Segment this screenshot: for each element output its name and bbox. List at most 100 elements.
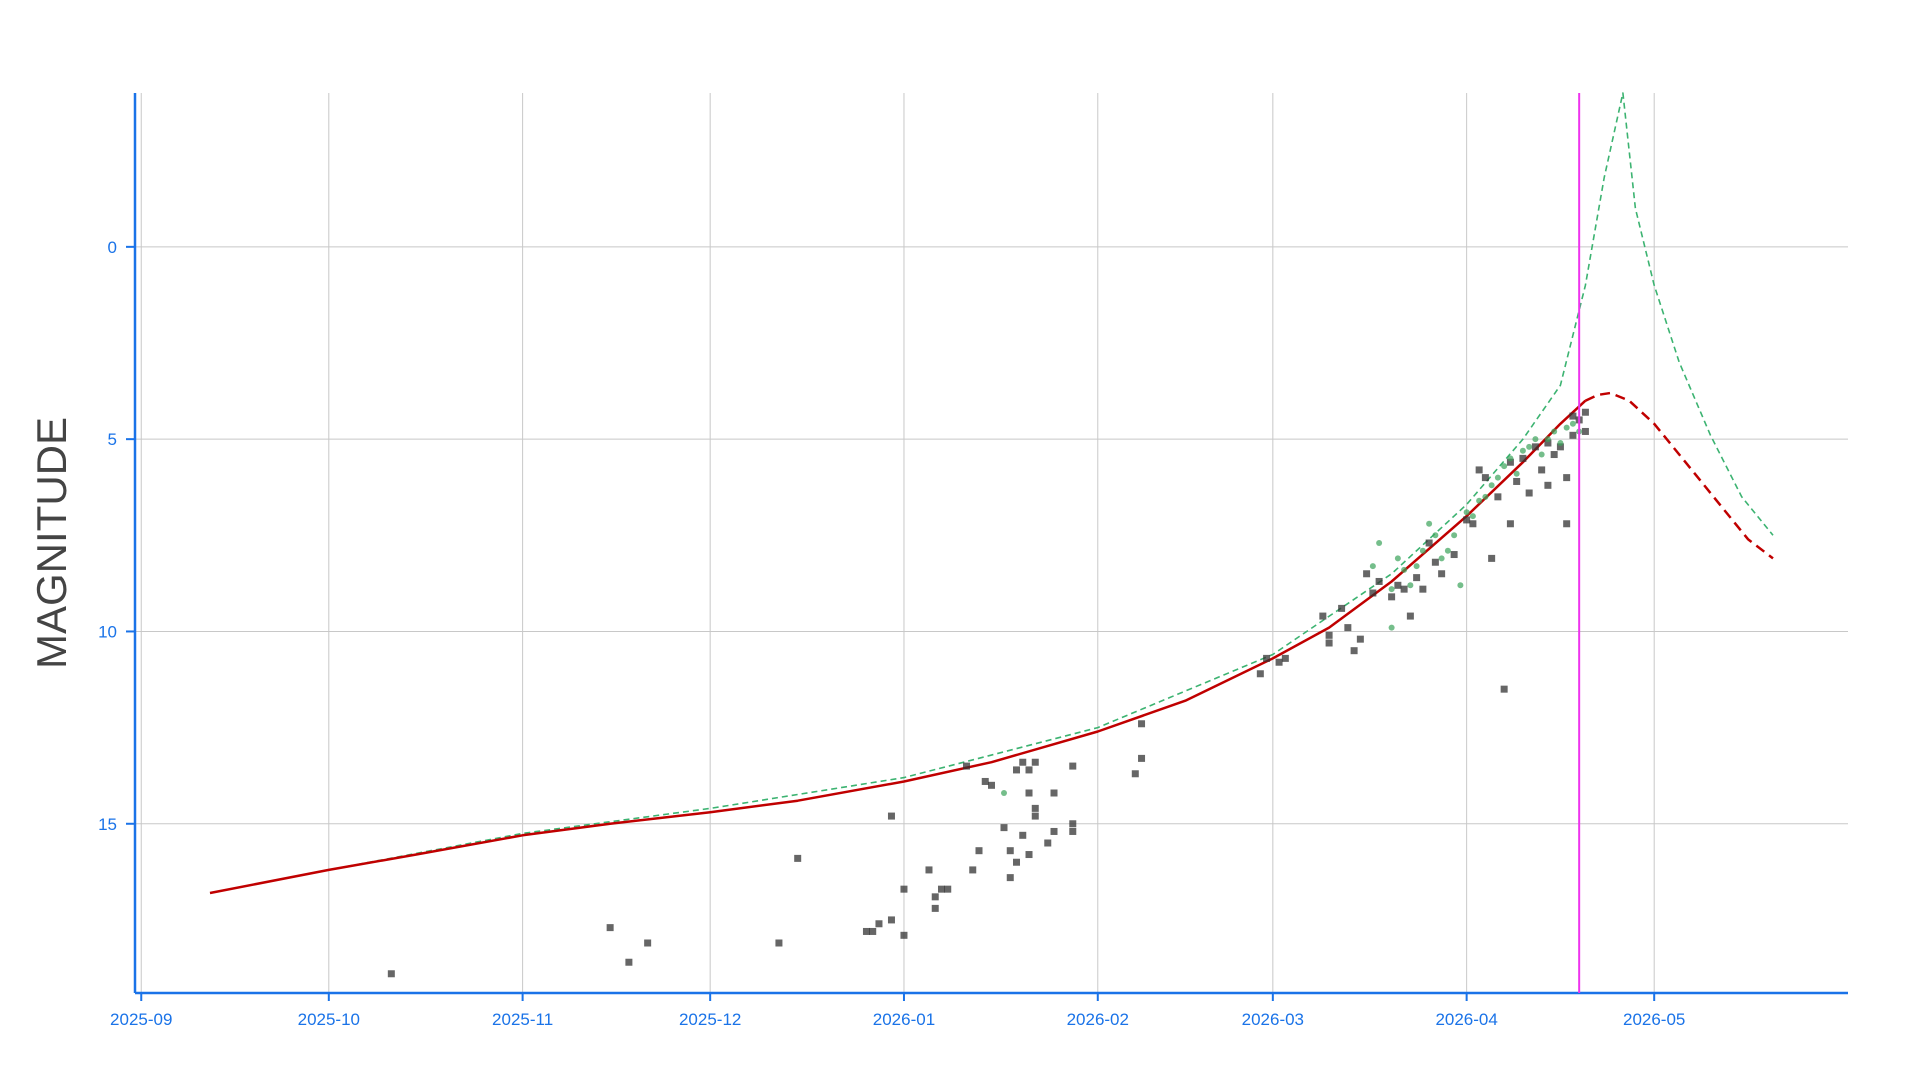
observation-point-green: [1369, 563, 1376, 570]
fit-curve-solid: [209, 399, 1587, 895]
observation-point: [1556, 443, 1564, 451]
observation-point-green: [1426, 520, 1433, 527]
observation-point: [1019, 831, 1027, 839]
observation-point: [975, 847, 983, 855]
observation-point-green: [1519, 447, 1526, 454]
observation-point-green: [1488, 482, 1495, 489]
observation-point-green: [1551, 428, 1558, 435]
observation-point: [1413, 574, 1421, 582]
observation-point: [1356, 635, 1364, 643]
observation-point: [981, 777, 989, 785]
x-tick-label: 2026-02: [1067, 1010, 1129, 1029]
observation-point: [1550, 451, 1558, 459]
observation-point: [1525, 489, 1533, 497]
observation-point: [1388, 593, 1396, 601]
observation-point: [1138, 720, 1146, 728]
x-ticks: 2025-09 2025-10 2025-11 2025-12 2026-01 2026-…: [110, 993, 1685, 1029]
observation-point-green: [1563, 424, 1570, 431]
y-tick-label: 10: [98, 622, 117, 641]
observation-point-green: [1532, 436, 1539, 443]
observation-point: [1531, 443, 1539, 451]
observation-point: [1563, 474, 1571, 482]
observation-point: [1475, 466, 1483, 474]
observation-point: [1256, 670, 1264, 678]
observation-point: [1431, 558, 1439, 566]
observation-point: [1044, 839, 1052, 847]
x-tick-label: 2026-05: [1623, 1010, 1685, 1029]
observation-point: [1138, 754, 1146, 762]
observation-point: [925, 866, 933, 874]
observation-point-green: [1376, 540, 1383, 546]
observation-point: [988, 781, 995, 789]
observation-point: [625, 958, 633, 966]
observation-point: [1581, 427, 1589, 435]
observation-point: [1325, 631, 1333, 639]
observation-point: [1469, 520, 1477, 528]
observation-point: [1581, 408, 1589, 416]
observation-point: [887, 812, 895, 820]
observation-point: [862, 927, 870, 935]
observation-point-green: [1444, 547, 1451, 554]
observation-point: [931, 904, 939, 912]
observation-point: [1025, 789, 1033, 797]
observation-point-green: [1469, 513, 1476, 520]
y-ticks: 0 5 10 15: [98, 238, 135, 834]
observation-point-green: [1463, 509, 1470, 516]
observation-point: [1031, 804, 1039, 812]
observation-point: [962, 762, 970, 770]
observation-point-green: [1526, 443, 1533, 450]
observation-point: [1319, 612, 1327, 620]
observation-point-green: [1413, 563, 1420, 570]
observation-point: [1506, 520, 1514, 528]
observation-point-green: [1476, 497, 1483, 504]
observation-point: [1513, 477, 1521, 485]
observation-point: [1569, 431, 1577, 439]
observation-point: [794, 854, 802, 862]
observation-point-green: [1388, 586, 1395, 593]
observation-point-green: [1432, 532, 1439, 539]
observation-point: [1438, 570, 1446, 578]
observation-point: [1463, 516, 1471, 524]
observation-point: [1519, 454, 1527, 462]
observation-point: [1494, 493, 1502, 501]
observation-point-green: [1419, 547, 1426, 554]
fit-curve-projection: [1584, 391, 1774, 560]
observation-point-green: [1557, 440, 1564, 446]
observation-point: [869, 927, 877, 935]
x-tick-label: 2025-11: [492, 1010, 553, 1029]
observation-point-green: [1438, 555, 1445, 562]
observation-point: [1000, 824, 1008, 832]
observation-point-green: [1513, 470, 1520, 477]
observation-point-green: [1407, 582, 1414, 589]
observation-point-green: [1507, 455, 1514, 462]
observation-point: [1369, 589, 1377, 597]
observation-point: [1419, 585, 1427, 593]
observation-point: [644, 939, 652, 947]
observation-point-green: [1544, 436, 1551, 443]
observation-point: [1363, 570, 1371, 578]
observation-point: [1406, 612, 1414, 620]
observation-point: [1006, 874, 1014, 882]
observation-point-green: [1457, 582, 1464, 589]
observation-point-green: [1394, 555, 1401, 562]
observation-point-green: [1482, 493, 1489, 500]
observation-point: [1050, 789, 1058, 797]
observation-point-green: [1494, 474, 1501, 481]
observation-point: [1425, 539, 1433, 547]
observation-point: [1069, 820, 1077, 828]
observation-point: [1338, 604, 1346, 612]
x-tick-label: 2025-12: [679, 1010, 741, 1029]
observation-point: [1569, 412, 1577, 420]
observation-point: [1344, 624, 1352, 632]
observation-point: [969, 866, 977, 874]
observation-point: [1488, 554, 1496, 562]
observation-point: [1394, 581, 1402, 589]
y-axis-title: MAGNITUDE: [28, 417, 75, 669]
observation-point: [1275, 658, 1283, 666]
observation-point-green: [1388, 624, 1395, 631]
observation-point: [1013, 858, 1021, 866]
observation-point: [1019, 758, 1027, 766]
observation-point: [1069, 827, 1077, 835]
